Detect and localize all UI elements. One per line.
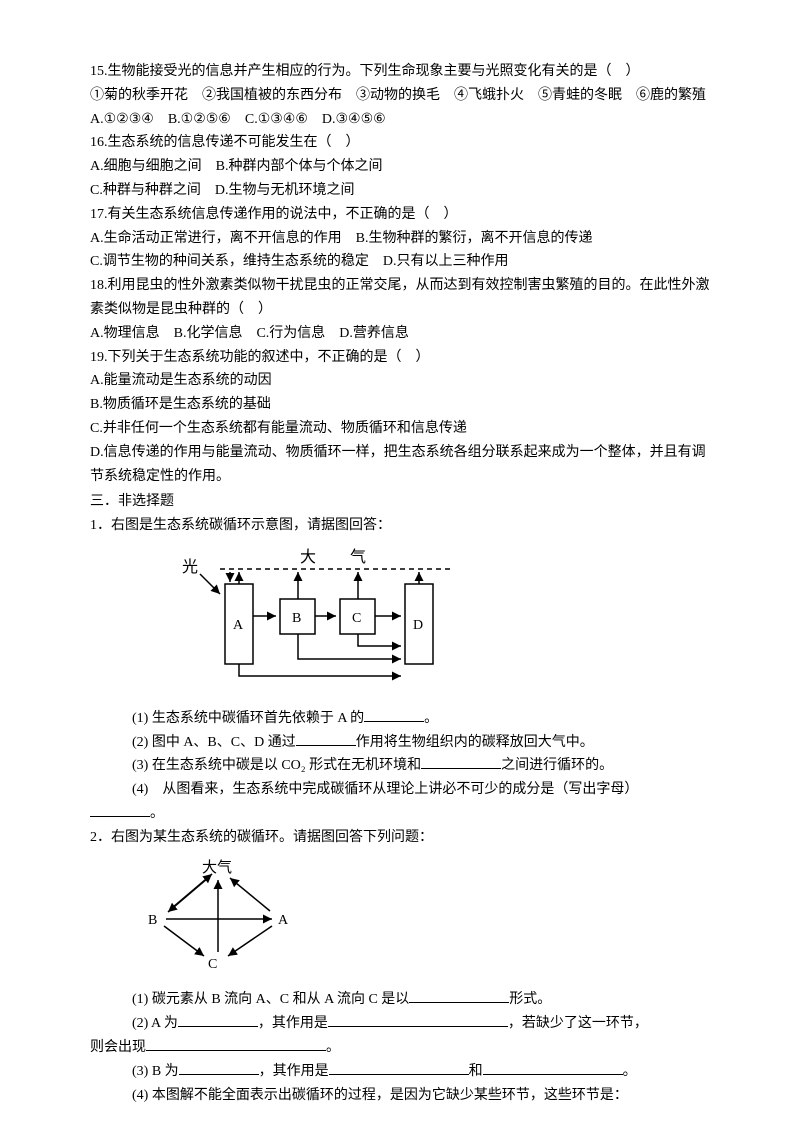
d1-A: A xyxy=(233,618,244,633)
blank xyxy=(483,1060,623,1075)
fq1-s4b: 。 xyxy=(150,806,164,821)
q15-stem: 15.生物能接受光的信息并产生相应的行为。下列生命现象主要与光照变化有关的是（ … xyxy=(90,60,710,84)
fq2-s2e: 。 xyxy=(326,1040,340,1055)
d1-B: B xyxy=(292,611,301,626)
d2-B: B xyxy=(148,913,157,928)
fq1-stem: 1．右图是生态系统碳循环示意图，请据图回答： xyxy=(90,514,710,538)
q16-line1: A.细胞与细胞之间 B.种群内部个体与个体之间 xyxy=(90,155,710,179)
fq2-s2d: 则会出现 xyxy=(90,1040,146,1055)
section-3-title: 三．非选择题 xyxy=(90,490,710,514)
q15-items: ①菊的秋季开花 ②我国植被的东西分布 ③动物的换毛 ④飞蛾扑火 ⑤青蛙的冬眠 ⑥… xyxy=(90,84,710,108)
d2-atmos: 大气 xyxy=(202,859,232,876)
d1-atmos1: 大 xyxy=(300,548,316,566)
fq1-s3: (3) 在生态系统中碳是以 CO₂ 形式在无机环境和 之间进行循环的。 xyxy=(132,754,710,778)
fq1-s1a: (1) 生态系统中碳循环首先依赖于 A 的 xyxy=(132,711,364,726)
d1-D: D xyxy=(413,618,423,633)
q19-a: A.能量流动是生态系统的动因 xyxy=(90,369,710,393)
blank xyxy=(90,802,150,817)
diagram-1: 光 大 气 A B C D xyxy=(170,544,710,703)
d2-A: A xyxy=(278,913,289,928)
fq2-s1b: 形式。 xyxy=(509,992,551,1007)
fq2-s2a: (2) A 为 xyxy=(132,1016,178,1031)
fq1-s2b: 作用将生物组织内的碳释放回大气中。 xyxy=(356,735,594,750)
q19-b: B.物质循环是生态系统的基础 xyxy=(90,393,710,417)
blank xyxy=(296,731,356,746)
blank xyxy=(179,1060,259,1075)
fq2-s1a: (1) 碳元素从 B 流向 A、C 和从 A 流向 C 是以 xyxy=(132,992,409,1007)
q17-stem: 17.有关生态系统信息传递作用的说法中，不正确的是（ ） xyxy=(90,203,710,227)
diagram-2: 大气 A B C xyxy=(130,856,710,985)
q18-stem: 18.利用昆虫的性外激素类似物干扰昆虫的正常交尾，从而达到有效控制害虫繁殖的目的… xyxy=(90,274,710,322)
q19-stem: 19.下列关于生态系统功能的叙述中，不正确的是（ ） xyxy=(90,346,710,370)
fq1-s4-blank: 。 xyxy=(90,802,710,826)
fq2-s3a: (3) B 为 xyxy=(132,1064,179,1079)
fq1-s3a: (3) 在生态系统中碳是以 CO₂ 形式在无机环境和 xyxy=(132,758,421,773)
q18-opts: A.物理信息 B.化学信息 C.行为信息 D.营养信息 xyxy=(90,322,710,346)
fq2-s3c: 和 xyxy=(469,1064,483,1079)
q16-stem: 16.生态系统的信息传递不可能发生在（ ） xyxy=(90,131,710,155)
fq1-s4a: (4) 从图看来，生态系统中完成碳循环从理论上讲必不可少的成分是（写出字母） xyxy=(132,782,638,797)
fq2-s2: (2) A 为 ，其作用是 ，若缺少了这一环节， xyxy=(132,1012,710,1036)
q15-opts: A.①②③④ B.①②⑤⑥ C.①③④⑥ D.③④⑤⑥ xyxy=(90,108,710,132)
q19-d: D.信息传递的作用与能量流动、物质循环一样，把生态系统各组分联系起来成为一个整体… xyxy=(90,441,710,489)
fq2-s3: (3) B 为 ，其作用是 和 。 xyxy=(132,1060,710,1084)
blank xyxy=(421,754,501,769)
fq2-s2c: ，若缺少了这一环节， xyxy=(508,1016,648,1031)
d2-C: C xyxy=(208,957,217,972)
blank xyxy=(409,988,509,1003)
d1-C: C xyxy=(352,611,361,626)
q19-c: C.并非任何一个生态系统都有能量流动、物质循环和信息传递 xyxy=(90,417,710,441)
q17-line1: A.生命活动正常进行，离不开信息的作用 B.生物种群的繁衍，离不开信息的传递 xyxy=(90,227,710,251)
fq2-stem: 2．右图为某生态系统的碳循环。请据图回答下列问题： xyxy=(90,826,710,850)
fq2-s2b: ，其作用是 xyxy=(258,1016,328,1031)
q16-line2: C.种群与种群之间 D.生物与无机环境之间 xyxy=(90,179,710,203)
blank xyxy=(146,1036,326,1051)
fq1-s3b: 之间进行循环的。 xyxy=(501,758,613,773)
blank xyxy=(329,1060,469,1075)
fq1-s1: (1) 生态系统中碳循环首先依赖于 A 的 。 xyxy=(132,707,710,731)
fq2-s3b: ，其作用是 xyxy=(259,1064,329,1079)
fq2-s1: (1) 碳元素从 B 流向 A、C 和从 A 流向 C 是以 形式。 xyxy=(132,988,710,1012)
fq1-s2a: (2) 图中 A、B、C、D 通过 xyxy=(132,735,296,750)
blank xyxy=(364,707,424,722)
fq2-s2-line2: 则会出现 。 xyxy=(90,1036,710,1060)
fq1-s2: (2) 图中 A、B、C、D 通过 作用将生物组织内的碳释放回大气中。 xyxy=(132,731,710,755)
blank xyxy=(178,1012,258,1027)
fq1-s1b: 。 xyxy=(424,711,438,726)
q17-line2: C.调节生物的种间关系，维持生态系统的稳定 D.只有以上三种作用 xyxy=(90,250,710,274)
fq2-s3d: 。 xyxy=(623,1064,637,1079)
d1-light: 光 xyxy=(182,558,198,576)
d1-atmos2: 气 xyxy=(350,548,366,566)
blank xyxy=(328,1012,508,1027)
fq1-s4: (4) 从图看来，生态系统中完成碳循环从理论上讲必不可少的成分是（写出字母） xyxy=(132,778,710,802)
fq2-s4: (4) 本图解不能全面表示出碳循环的过程，是因为它缺少某些环节，这些环节是： xyxy=(132,1084,710,1108)
